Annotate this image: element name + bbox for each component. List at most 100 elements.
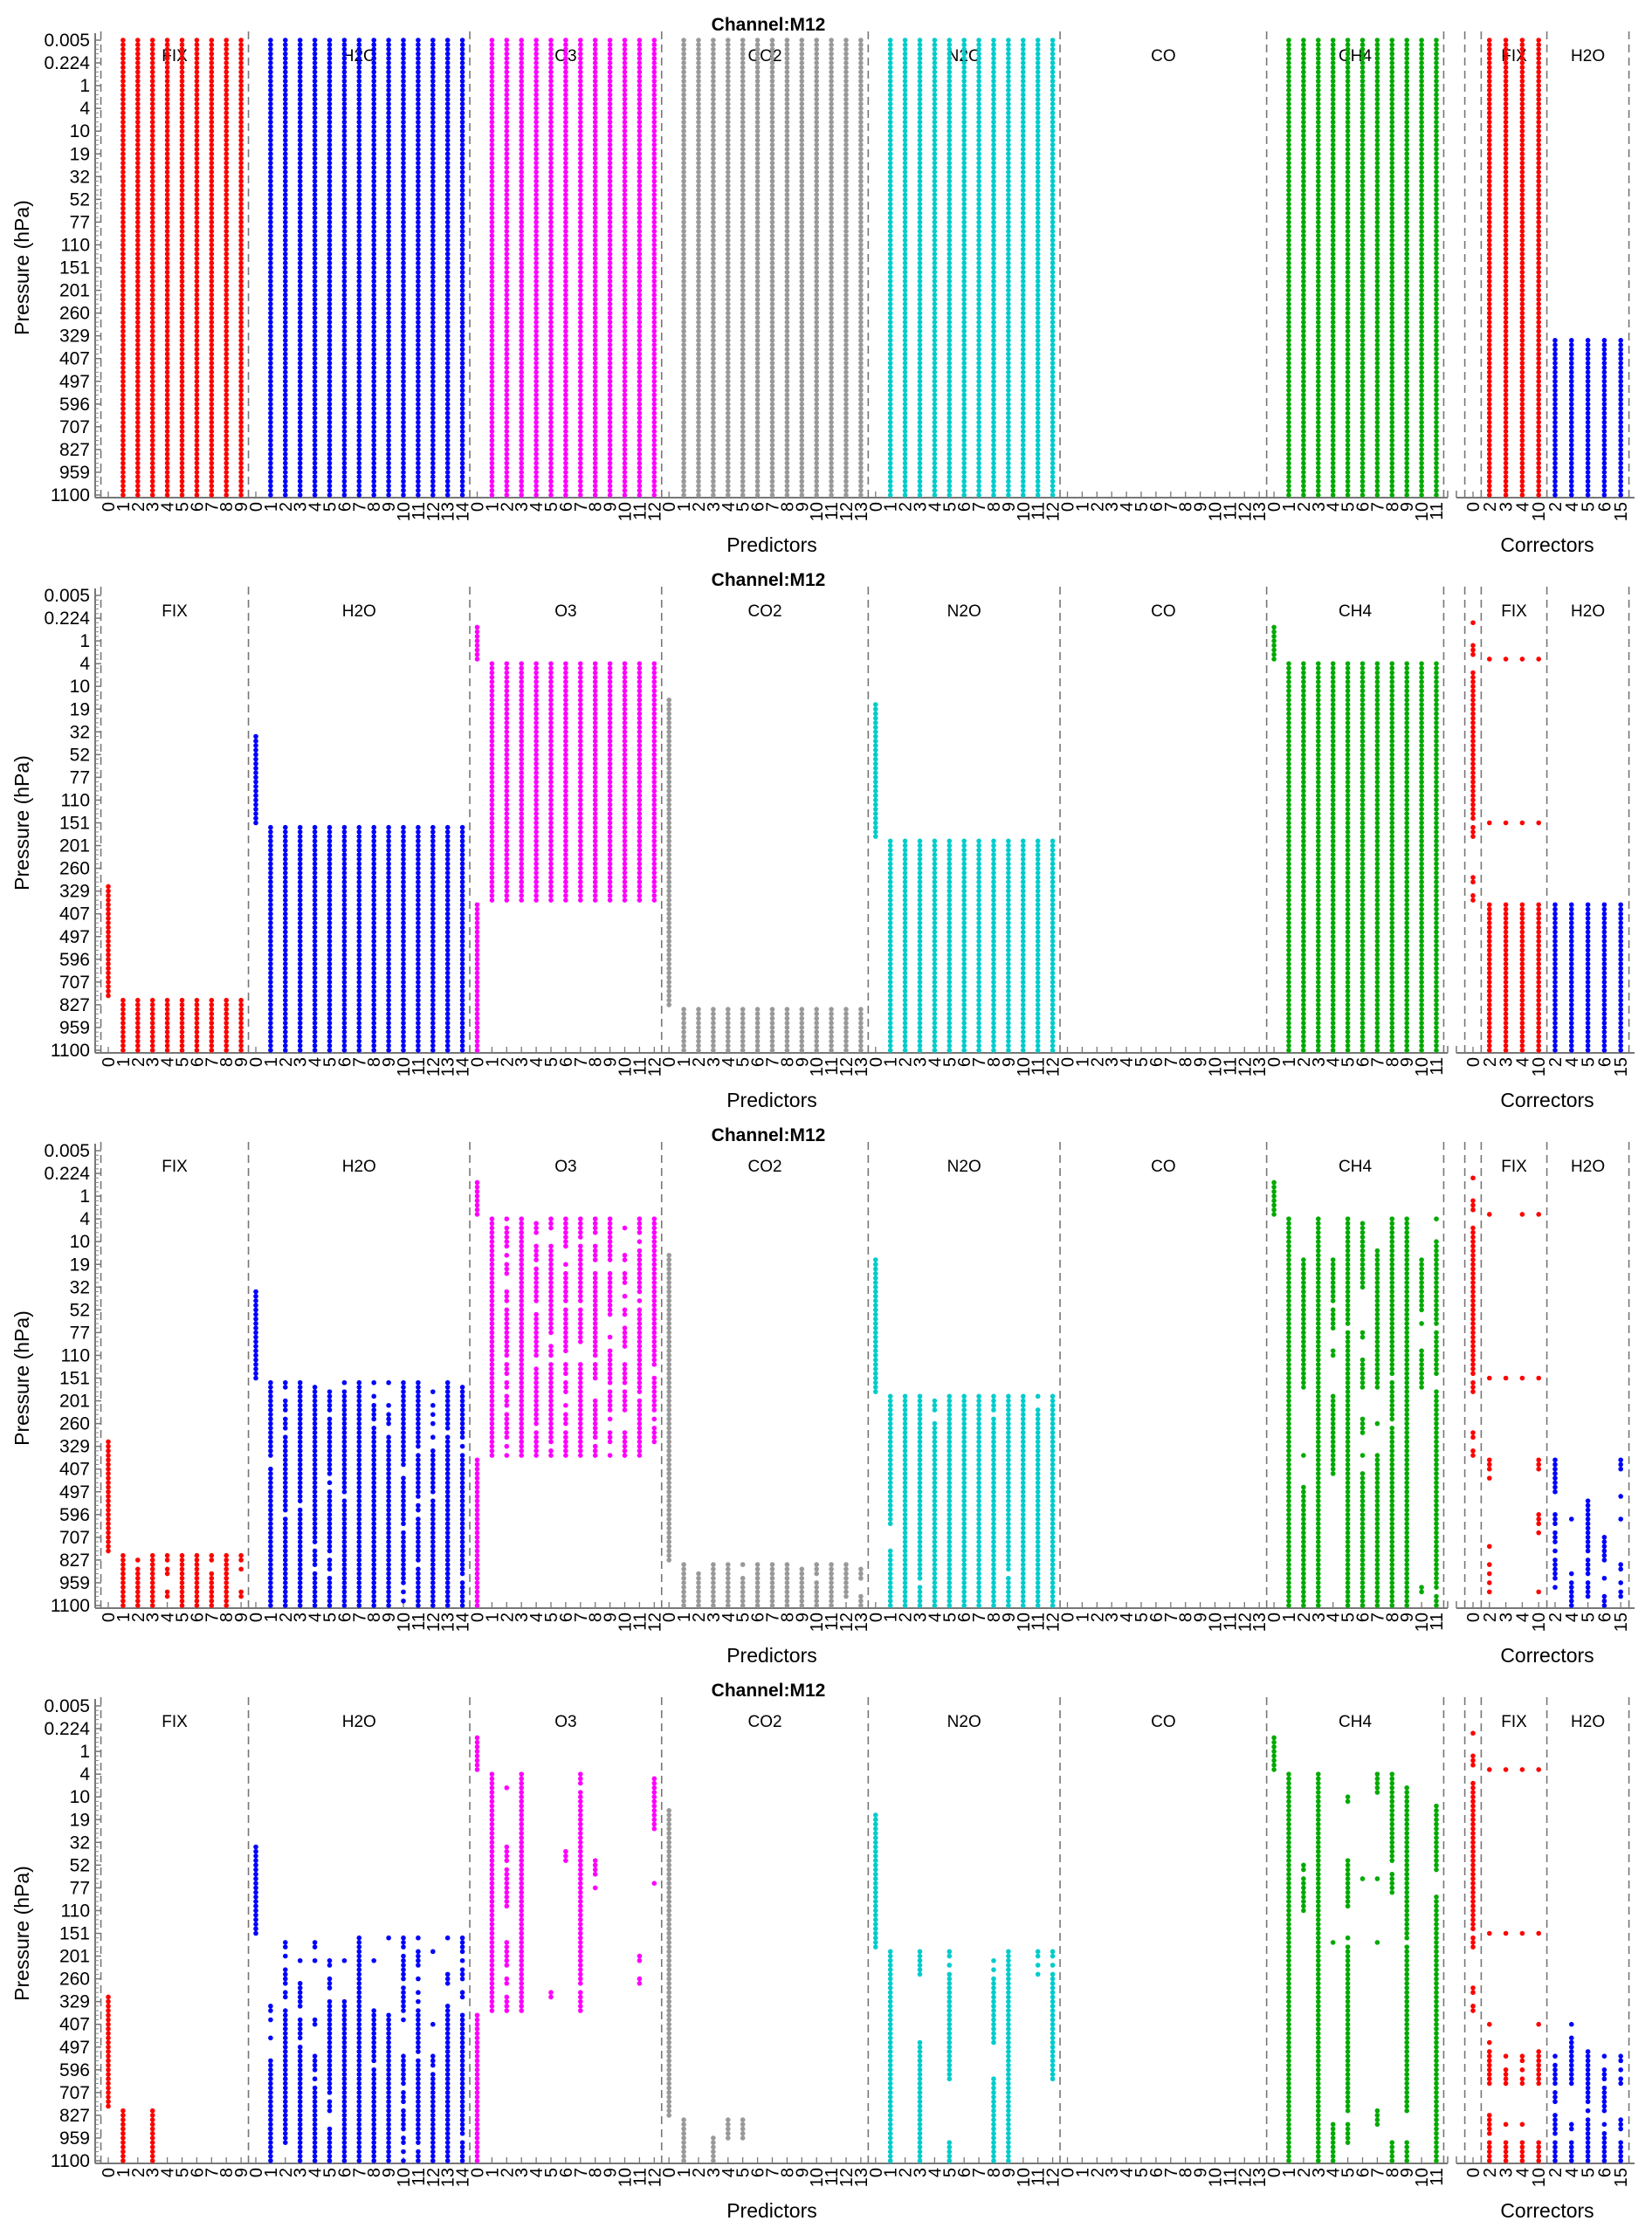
x-tick-label: 9 xyxy=(1192,1057,1211,1067)
corrector-tick-label: 5 xyxy=(1580,2168,1599,2177)
x-tick-label: 6 xyxy=(955,502,974,512)
x-tick-label: 4 xyxy=(527,502,547,512)
x-tick-label: 11 xyxy=(1428,502,1447,520)
y-tick-label: 151 xyxy=(59,258,90,278)
x-tick-label: 1 xyxy=(483,2168,502,2177)
corrector-tick-label: 5 xyxy=(1580,1057,1599,1067)
x-tick-label: 1 xyxy=(1073,2168,1092,2177)
y-tick-label: 77 xyxy=(70,1878,90,1898)
y-tick-label: 1 xyxy=(79,1186,90,1207)
x-tick-label: 1 xyxy=(882,2168,901,2177)
y-tick-label: 151 xyxy=(59,1924,90,1944)
corrector-group-label: H2O xyxy=(1571,1158,1605,1176)
data-point xyxy=(1470,620,1476,626)
x-tick-label: 5 xyxy=(321,2168,341,2177)
x-tick-label: 8 xyxy=(217,502,237,512)
x-tick-label: 2 xyxy=(129,502,148,512)
x-tick-label: 7 xyxy=(1368,1613,1387,1622)
x-tick-label: 11 xyxy=(1221,1613,1240,1631)
data-point xyxy=(1519,2121,1525,2128)
y-axis-label: Pressure (hPa) xyxy=(10,200,33,335)
x-tick-label: 8 xyxy=(778,502,797,512)
data-point xyxy=(1503,820,1509,826)
x-tick-label: 8 xyxy=(217,1613,237,1622)
data-point xyxy=(1434,1216,1439,1221)
x-tick-label: 12 xyxy=(837,2168,857,2187)
data-point xyxy=(459,1957,465,1963)
data-point xyxy=(1301,1453,1306,1458)
x-tick-label: 8 xyxy=(217,1057,237,1067)
chart-panel-3: Channel:M12 Pressure (hPa) Predictors Corre… xyxy=(10,1125,1635,1667)
x-tick-label: 11 xyxy=(1428,1613,1447,1631)
corrector-tick-label: 4 xyxy=(1513,502,1532,512)
x-tick-label: 2 xyxy=(1295,2168,1314,2177)
x-tick-label: 2 xyxy=(498,2168,517,2177)
data-point xyxy=(1487,1475,1492,1481)
y-tick-label: 0.005 xyxy=(44,31,90,51)
x-tick-label: 11 xyxy=(630,502,650,520)
corrector-tick-label: 0 xyxy=(1464,1057,1483,1067)
x-tick-label: 1 xyxy=(114,2168,134,2177)
x-tick-label: 1 xyxy=(675,1057,694,1067)
x-tick-label: 10 xyxy=(395,2168,414,2187)
y-tick-label: 596 xyxy=(59,1505,90,1525)
x-tick-label: 11 xyxy=(1221,502,1240,520)
x-tick-label: 8 xyxy=(1383,1057,1402,1067)
y-tick-label: 52 xyxy=(70,745,90,765)
x-tick-label: 4 xyxy=(719,1613,739,1622)
data-point xyxy=(1601,2121,1607,2128)
x-tick-label: 11 xyxy=(823,1057,842,1076)
x-tick-label: 2 xyxy=(897,1613,916,1622)
y-tick-label: 110 xyxy=(61,235,90,255)
data-point xyxy=(1536,1530,1541,1536)
group-label-fix: FIX xyxy=(162,1713,188,1731)
corrector-group-label: H2O xyxy=(1571,602,1605,621)
x-tick-label: 14 xyxy=(454,1613,473,1632)
data-point xyxy=(371,1957,377,1963)
y-tick-label: 959 xyxy=(59,2128,90,2149)
x-tick-label: 11 xyxy=(1221,2168,1240,2186)
x-tick-label: 13 xyxy=(852,2168,871,2187)
data-point xyxy=(459,1443,465,1449)
x-tick-label: 7 xyxy=(764,1613,783,1622)
data-point xyxy=(401,1589,406,1595)
x-tick-label: 10 xyxy=(1413,502,1432,521)
corrector-tick-label: 3 xyxy=(1497,1613,1517,1622)
x-tick-label: 4 xyxy=(306,2168,326,2177)
x-tick-label: 3 xyxy=(1103,2168,1122,2177)
x-tick-label: 12 xyxy=(1044,502,1063,521)
data-point xyxy=(1035,1963,1041,1968)
data-point xyxy=(430,1389,436,1394)
x-tick-label: 8 xyxy=(365,1057,384,1067)
x-tick-label: 7 xyxy=(203,2168,222,2177)
x-tick-label: 2 xyxy=(277,2168,296,2177)
x-tick-label: 12 xyxy=(1236,1057,1255,1076)
x-tick-label: 12 xyxy=(1236,1613,1255,1632)
data-point xyxy=(1503,2053,1509,2059)
x-tick-label: 5 xyxy=(1132,502,1152,512)
data-point xyxy=(430,1420,436,1427)
data-point xyxy=(607,1334,613,1340)
x-tick-label: 2 xyxy=(1088,1613,1107,1622)
x-tick-label: 8 xyxy=(365,502,384,512)
data-point xyxy=(1536,1767,1541,1772)
data-point xyxy=(1569,1516,1574,1522)
x-tick-label: 6 xyxy=(955,2168,974,2177)
corrector-tick-label: 2 xyxy=(1546,1613,1566,1622)
x-tick-label: 3 xyxy=(513,2168,532,2177)
data-point xyxy=(1487,1571,1492,1577)
data-point xyxy=(297,1957,303,1963)
data-point xyxy=(991,1957,996,1963)
x-tick-label: 3 xyxy=(292,1057,311,1067)
x-tick-label: 11 xyxy=(1029,502,1049,520)
x-tick-label: 10 xyxy=(1015,1613,1034,1632)
data-point xyxy=(1618,1494,1623,1499)
y-tick-label: 151 xyxy=(59,1369,90,1389)
x-tick-label: 10 xyxy=(1015,2168,1034,2187)
y-tick-label: 10 xyxy=(70,677,90,697)
data-point xyxy=(341,1379,348,1386)
x-tick-label: 9 xyxy=(793,502,812,512)
x-tick-label: 10 xyxy=(808,1613,827,1632)
x-tick-label: 10 xyxy=(616,2168,636,2187)
corrector-tick-label: 10 xyxy=(1530,502,1549,521)
